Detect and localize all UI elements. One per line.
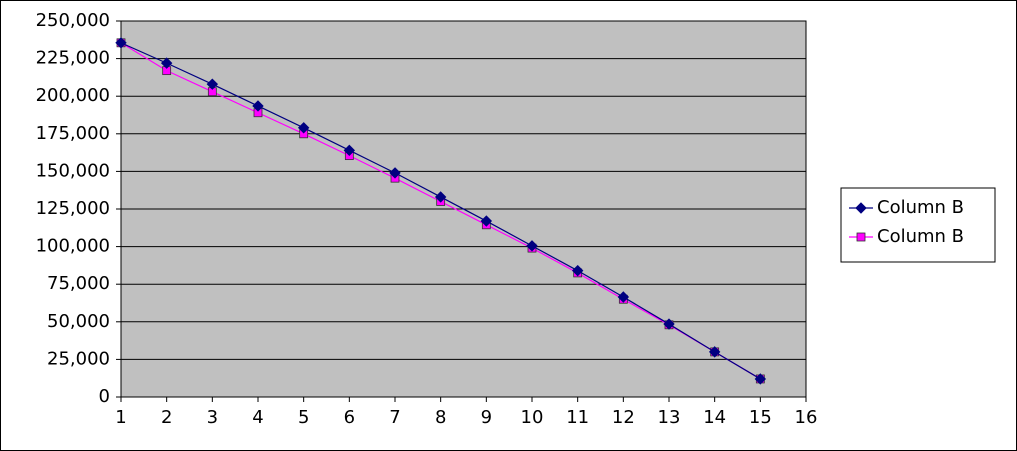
- x-tick-label: 13: [658, 407, 681, 428]
- y-tick-label: 25,000: [47, 348, 110, 369]
- data-point: [617, 291, 630, 303]
- data-point: [389, 167, 401, 179]
- y-tick-label: 175,000: [36, 123, 110, 144]
- x-tick-label: 14: [703, 407, 726, 428]
- plot-border: [120, 20, 807, 398]
- legend-label: Column B: [877, 197, 964, 218]
- y-tick-label: 75,000: [47, 273, 110, 294]
- data-point: [206, 78, 219, 90]
- data-point: [434, 191, 447, 203]
- data-point: [160, 57, 173, 69]
- data-point: [252, 100, 264, 112]
- x-tick-label: 9: [481, 407, 492, 428]
- legend-marker: [856, 232, 866, 242]
- x-tick-label: 2: [161, 407, 172, 428]
- data-point: [754, 373, 767, 385]
- y-tick-label: 50,000: [47, 311, 110, 332]
- data-point: [343, 144, 356, 157]
- x-tick-label: 12: [612, 407, 635, 428]
- data-point: [708, 346, 721, 358]
- y-tick-label: 125,000: [36, 198, 110, 219]
- x-tick-label: 8: [435, 407, 446, 428]
- x-tick-label: 5: [298, 407, 309, 428]
- x-tick-label: 10: [521, 407, 544, 428]
- x-tick-label: 11: [566, 407, 589, 428]
- x-tick-label: 4: [252, 407, 263, 428]
- data-point: [480, 215, 493, 227]
- data-point: [297, 122, 310, 134]
- x-tick-label: 3: [207, 407, 218, 428]
- legend-box: [840, 187, 996, 263]
- legend-label: Column B: [877, 226, 964, 247]
- x-tick-label: 7: [389, 407, 400, 428]
- x-tick-label: 1: [115, 407, 126, 428]
- x-tick-label: 16: [795, 407, 818, 428]
- data-point: [663, 318, 675, 330]
- legend-marker: [855, 202, 867, 214]
- data-point: [115, 37, 127, 49]
- y-tick-label: 0: [99, 386, 110, 407]
- data-point: [571, 264, 584, 277]
- y-tick-label: 200,000: [36, 85, 110, 106]
- data-point: [526, 240, 538, 252]
- y-tick-label: 150,000: [36, 160, 110, 181]
- x-tick-label: 15: [749, 407, 772, 428]
- y-tick-label: 100,000: [36, 236, 110, 257]
- y-tick-label: 250,000: [36, 10, 110, 31]
- y-tick-label: 225,000: [36, 48, 110, 69]
- x-tick-label: 6: [344, 407, 355, 428]
